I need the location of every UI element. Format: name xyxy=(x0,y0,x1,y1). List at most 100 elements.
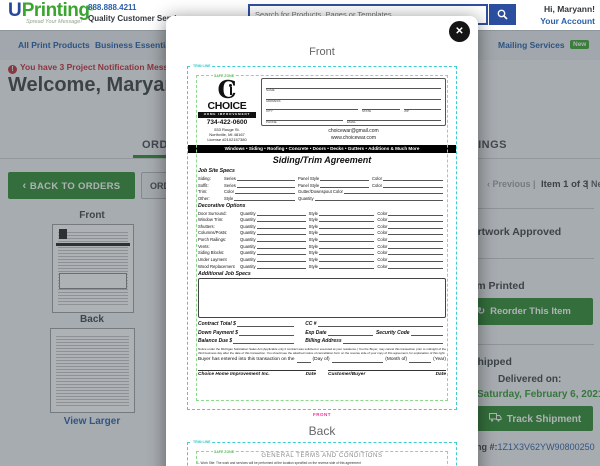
down-payment-row: Down Payment $ xyxy=(198,330,297,336)
phone-number: 888.888.4211 xyxy=(88,3,137,12)
payment-section: Contract Total $ Down Payment $ Balance … xyxy=(198,321,446,347)
terms-heading: GENERAL TERMS AND CONDITIONS xyxy=(261,453,383,459)
front-thumb-label: Front xyxy=(79,210,105,221)
uprinting-logo[interactable]: UPrinting® xyxy=(8,1,94,21)
field-name: NAME xyxy=(266,82,441,93)
alert-icon xyxy=(8,65,17,74)
search-button[interactable] xyxy=(489,4,516,25)
trim-line-label: TRIM LINE xyxy=(192,64,212,68)
thumb-logo-mark xyxy=(59,229,67,239)
truck-icon xyxy=(488,412,502,422)
logo-registered-mark: ® xyxy=(89,7,94,13)
logo-printing: Printing xyxy=(21,0,90,21)
field-city-state-zip: CITY STATE ZIP xyxy=(266,103,441,114)
modal-front-label: Front xyxy=(309,46,335,58)
customer-fields-box: NAME ADDRESS CITY STATE ZIP PHONE EMAIL xyxy=(261,78,446,126)
back-to-orders-button[interactable]: BACK TO ORDERS xyxy=(8,172,135,199)
company-website: www.choicewar.com xyxy=(330,134,376,141)
nav-mailing-services[interactable]: Mailing Services xyxy=(498,40,565,50)
proof-content: C CHOICE HOME IMPROVEMENT 734-422-0600 5… xyxy=(188,75,456,399)
delivered-on-label: Delivered on: xyxy=(498,374,562,385)
search-icon xyxy=(497,9,508,20)
new-badge: New xyxy=(570,40,590,49)
item-pager: Previous | Item 1 of 3 | Next xyxy=(0,179,600,191)
billing-row: Billing Address xyxy=(305,338,446,345)
company-email: choicewar@gmail.com xyxy=(328,128,379,134)
fine-print: Notice under the Michigan Solicitation S… xyxy=(198,346,446,355)
logo-u: U xyxy=(8,0,22,21)
item-counter: Item 1 of 3 xyxy=(541,179,588,190)
exp-security-row: Exp Date Security Code xyxy=(305,330,446,336)
company-address2: Northville, MI 48167 xyxy=(209,131,245,137)
status-artwork-approved: Artwork Approved xyxy=(470,226,562,238)
page-title: Welcome, Maryann! xyxy=(8,74,196,96)
active-tab-underline xyxy=(133,155,183,158)
user-greeting: Hi, Maryann! xyxy=(543,4,595,14)
reorder-label: Reorder This Item xyxy=(490,306,571,317)
header: UPrinting® Spread Your Message! 888.888.… xyxy=(0,0,600,30)
decor-row: Door Surround: Quantity Style Color xyxy=(198,211,446,216)
decor-row: Shutters: Quantity Style Color xyxy=(198,224,446,229)
reorder-icon: ↻ xyxy=(477,306,486,317)
account-block: Hi, Maryann! Your Account xyxy=(540,4,595,26)
decor-row: Wood Replacement Quantity Style Color xyxy=(198,264,446,269)
decorative-heading: Decorative Options xyxy=(198,202,246,209)
close-icon[interactable]: ✕ xyxy=(449,21,470,42)
job-row: Trim: Color Gutter/Downspout Color xyxy=(198,189,446,195)
modal-back-label: Back xyxy=(308,424,336,438)
notification-message[interactable]: You have 3 Project Notification Messages xyxy=(8,62,198,74)
divider xyxy=(460,258,594,259)
nav-business-essentials[interactable]: Business Essentials xyxy=(95,40,178,50)
back-thumb-preview xyxy=(56,334,129,407)
field-phone-email: PHONE EMAIL xyxy=(266,114,441,125)
decor-row: Vents: Quantity Style Color xyxy=(198,244,446,249)
tracking-number-link[interactable]: 1Z1X3V62YW90800250 xyxy=(497,442,595,452)
logo-figure-icon xyxy=(229,84,232,87)
contract-total-row: Contract Total $ xyxy=(198,321,297,328)
cc-row: CC # xyxy=(305,321,446,328)
job-row: Other: Style Quantity xyxy=(198,196,446,201)
your-account-link[interactable]: Your Account xyxy=(540,16,595,26)
back-thumb-label: Back xyxy=(80,314,104,325)
decor-row: Siding Blocks: Quantity Style Color xyxy=(198,250,446,256)
status-item-printed: Item Printed xyxy=(464,280,525,292)
company-signature: Choice Home Improvement Inc. Date xyxy=(198,369,316,377)
logo-letter-c: C xyxy=(217,75,237,104)
view-larger-link[interactable]: View Larger xyxy=(63,416,121,427)
trim-line-label-back: TRIM LINE xyxy=(192,440,212,444)
field-address: ADDRESS xyxy=(266,93,441,104)
job-row: Soffit: Series Panel Style Color xyxy=(198,183,446,188)
front-side-tag: FRONT xyxy=(313,412,331,417)
proof-back-sheet: TRIM LINE SAFE ZONE GENERAL TERMS AND CO… xyxy=(187,440,457,466)
decor-rows: Door Surround: Quantity Style Color Window T… xyxy=(198,211,446,269)
track-label: Track Shipment xyxy=(506,413,582,425)
reorder-button[interactable]: ↻ Reorder This Item xyxy=(455,298,593,325)
front-thumbnail[interactable] xyxy=(52,224,134,313)
decor-row: Columns/Posts: Quantity Style Color xyxy=(198,230,446,236)
proof-front-sheet: TRIM LINE SAFE ZONE C CHOICE HOME IMPROV… xyxy=(187,64,457,410)
choice-logo: C xyxy=(198,75,256,104)
nav-all-print-products[interactable]: All Print Products xyxy=(18,40,90,50)
transaction-row: Buyer has entered into this transaction … xyxy=(198,357,446,363)
previous-link[interactable]: Previous | xyxy=(487,179,536,189)
track-shipment-button[interactable]: Track Shipment xyxy=(477,406,593,431)
company-subname: HOME IMPROVEMENT xyxy=(198,112,256,118)
company-address1: 533 Rouge St. xyxy=(214,126,240,132)
front-thumb-preview xyxy=(58,230,128,307)
next-link[interactable]: | Next xyxy=(586,179,600,189)
customer-signature: Customer/Buyer Date xyxy=(328,369,446,377)
job-site-heading: Job Site Specs xyxy=(198,168,235,175)
company-name: CHOICE xyxy=(207,100,247,112)
agreement-title: Siding/Trim Agreement xyxy=(272,155,372,166)
signature-row: Choice Home Improvement Inc. Date Custome… xyxy=(198,369,446,378)
decor-row: Porch Railings: Quantity Style Color xyxy=(198,237,446,243)
delivered-date: Saturday, February 6, 2021 xyxy=(477,389,600,400)
logo-figure-body xyxy=(229,87,232,95)
terms-line1: 1. Work Site: The work and services will… xyxy=(197,461,361,465)
back-thumbnail[interactable] xyxy=(50,328,135,413)
job-row: Siding: Series Panel Style Color xyxy=(198,176,446,181)
logo-tagline: Spread Your Message! xyxy=(26,19,82,25)
job-rows: Siding: Series Panel Style Color Soffit: Seri… xyxy=(198,176,446,201)
company-phone: 734-422-0600 xyxy=(206,119,248,127)
